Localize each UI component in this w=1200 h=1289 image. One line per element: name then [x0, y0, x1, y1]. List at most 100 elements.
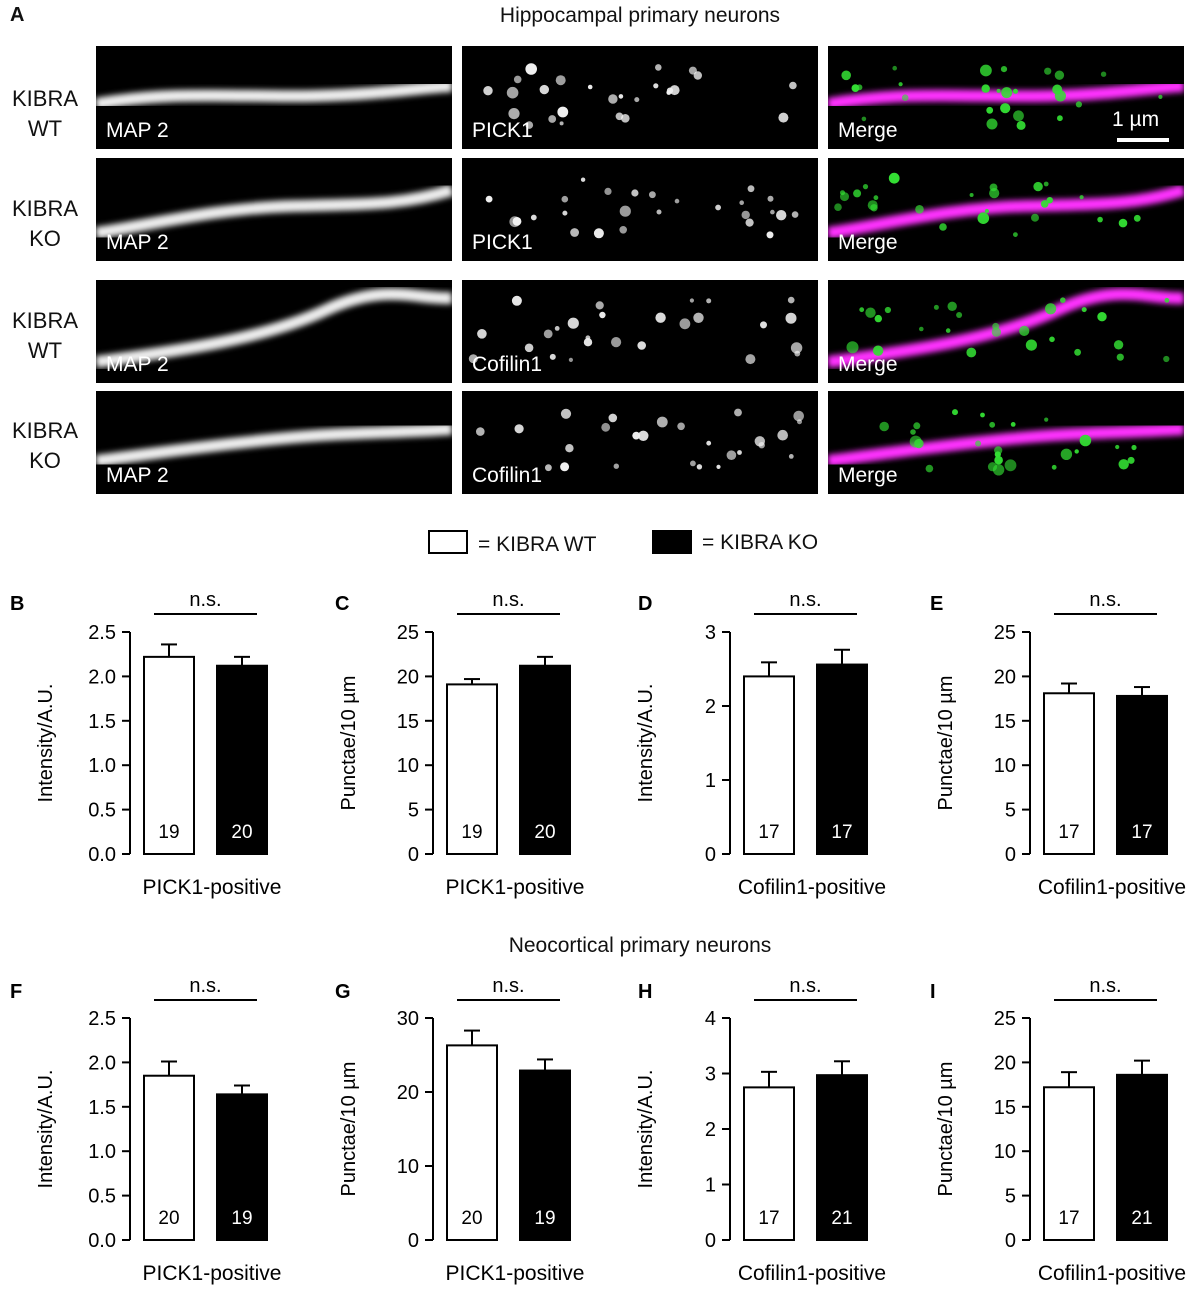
puncta-dot — [1127, 456, 1135, 464]
puncta-dot — [611, 337, 622, 348]
puncta-dot — [557, 106, 569, 118]
legend-label-ko: = KIBRA KO — [702, 531, 819, 554]
dendrite-signal — [96, 423, 452, 467]
puncta-dot — [618, 94, 624, 99]
bar-kibra-ko — [816, 663, 868, 855]
significance-label: n.s. — [492, 589, 524, 611]
y-tick-label: 30 — [397, 1008, 419, 1030]
y-tick-label: 0 — [1005, 844, 1016, 866]
puncta-dot — [1013, 110, 1024, 122]
y-axis-label: Punctae/10 µm — [935, 676, 957, 811]
puncta-dot — [980, 412, 985, 418]
puncta-dot — [873, 195, 879, 201]
row-label-wt-pick1: KIBRA WT — [5, 84, 85, 144]
y-tick-label: 2 — [705, 696, 716, 718]
puncta-dot — [583, 338, 593, 347]
puncta-dot — [989, 188, 1000, 199]
puncta-dot — [1051, 464, 1057, 470]
y-axis-label: Intensity/A.U. — [635, 1070, 657, 1189]
puncta-dot — [690, 460, 696, 467]
bar-n-label: 17 — [1058, 822, 1079, 843]
micrograph-label: MAP 2 — [106, 119, 169, 142]
puncta-dot — [901, 94, 909, 101]
micrograph-label: Merge — [838, 464, 898, 487]
puncta-dot — [1049, 336, 1055, 343]
puncta-dot — [1060, 297, 1066, 303]
micrograph-label: MAP 2 — [106, 464, 169, 487]
puncta-dot — [1097, 312, 1107, 322]
puncta-dot — [986, 118, 998, 130]
micrograph-merge-row-3: Merge — [828, 280, 1184, 383]
bar-n-label: 19 — [231, 1208, 252, 1229]
puncta-dot — [674, 198, 680, 204]
bar-n-label: 17 — [831, 822, 852, 843]
micrograph-marker-row-2: PICK1 — [462, 158, 818, 261]
bar-kibra-wt — [743, 1086, 795, 1241]
puncta-dot — [1164, 297, 1170, 303]
y-axis-label: Punctae/10 µm — [338, 1062, 360, 1197]
puncta-dot — [778, 112, 789, 123]
puncta-dot — [739, 200, 744, 205]
puncta-dot — [593, 228, 604, 239]
puncta-dot — [754, 436, 765, 447]
micrograph-label: Merge — [838, 353, 898, 376]
x-axis-label: Cofilin1-positive — [738, 1262, 886, 1285]
y-tick-label: 1.5 — [88, 1097, 116, 1119]
puncta-dot — [996, 88, 1001, 93]
y-axis-label: Punctae/10 µm — [338, 676, 360, 811]
significance-label: n.s. — [789, 589, 821, 611]
y-tick-label: 1 — [705, 1175, 716, 1197]
puncta-dot — [884, 306, 891, 314]
puncta-dot — [561, 195, 569, 203]
puncta-dot — [910, 429, 916, 435]
dendrite-signal — [828, 80, 1184, 110]
y-tick-label: 5 — [1005, 1186, 1016, 1208]
y-tick-label: 10 — [397, 755, 419, 777]
puncta-dot — [994, 455, 1003, 465]
micrograph-label: PICK1 — [472, 119, 533, 142]
puncta-dot — [966, 347, 977, 358]
y-tick-label: 2 — [705, 1119, 716, 1141]
puncta-dot — [525, 63, 537, 75]
puncta-dot — [867, 200, 878, 211]
row-label-ko-cofilin1: KIBRA KO — [5, 416, 85, 476]
significance-label: n.s. — [1089, 975, 1121, 997]
puncta-dot — [956, 312, 963, 318]
puncta-dot — [634, 97, 640, 103]
puncta-dot — [1118, 459, 1129, 470]
panel-a-title: Hippocampal primary neurons — [499, 4, 781, 27]
y-tick-label: 2.0 — [88, 666, 116, 688]
puncta-dot — [861, 116, 867, 122]
y-tick-label: 5 — [408, 800, 419, 822]
micrograph-map2-row-3: MAP 2 — [96, 280, 452, 383]
puncta-dot — [595, 301, 604, 310]
y-tick-label: 0.0 — [88, 844, 116, 866]
bar-kibra-ko — [216, 664, 268, 856]
row-label-line1: KIBRA — [11, 86, 79, 111]
legend-swatch-wt — [428, 530, 468, 554]
micrograph-map2-row-1: MAP 2 — [96, 46, 452, 149]
y-tick-label: 0.5 — [88, 800, 116, 822]
y-tick-label: 15 — [397, 711, 419, 733]
puncta-dot — [1079, 195, 1084, 200]
puncta-dot — [1013, 232, 1018, 237]
puncta-dot — [631, 189, 639, 197]
puncta-dot — [785, 312, 797, 324]
micrograph-label: MAP 2 — [106, 231, 169, 254]
micrograph-label: MAP 2 — [106, 353, 169, 376]
puncta-dot — [649, 191, 656, 199]
row-label-line2: WT — [27, 338, 63, 363]
puncta-dot — [767, 195, 774, 202]
puncta-dot — [656, 416, 668, 428]
puncta-dot — [570, 228, 579, 237]
puncta-dot — [1115, 444, 1120, 450]
dendrite-signal — [828, 288, 1184, 368]
row-label-ko-pick1: KIBRA KO — [5, 194, 85, 254]
puncta-dot — [1075, 101, 1082, 108]
puncta-dot — [969, 193, 974, 197]
y-tick-label: 1 — [705, 770, 716, 792]
puncta-dot — [859, 307, 865, 313]
puncta-dot — [716, 464, 721, 469]
puncta-dot — [567, 317, 579, 329]
puncta-dot — [565, 444, 574, 453]
